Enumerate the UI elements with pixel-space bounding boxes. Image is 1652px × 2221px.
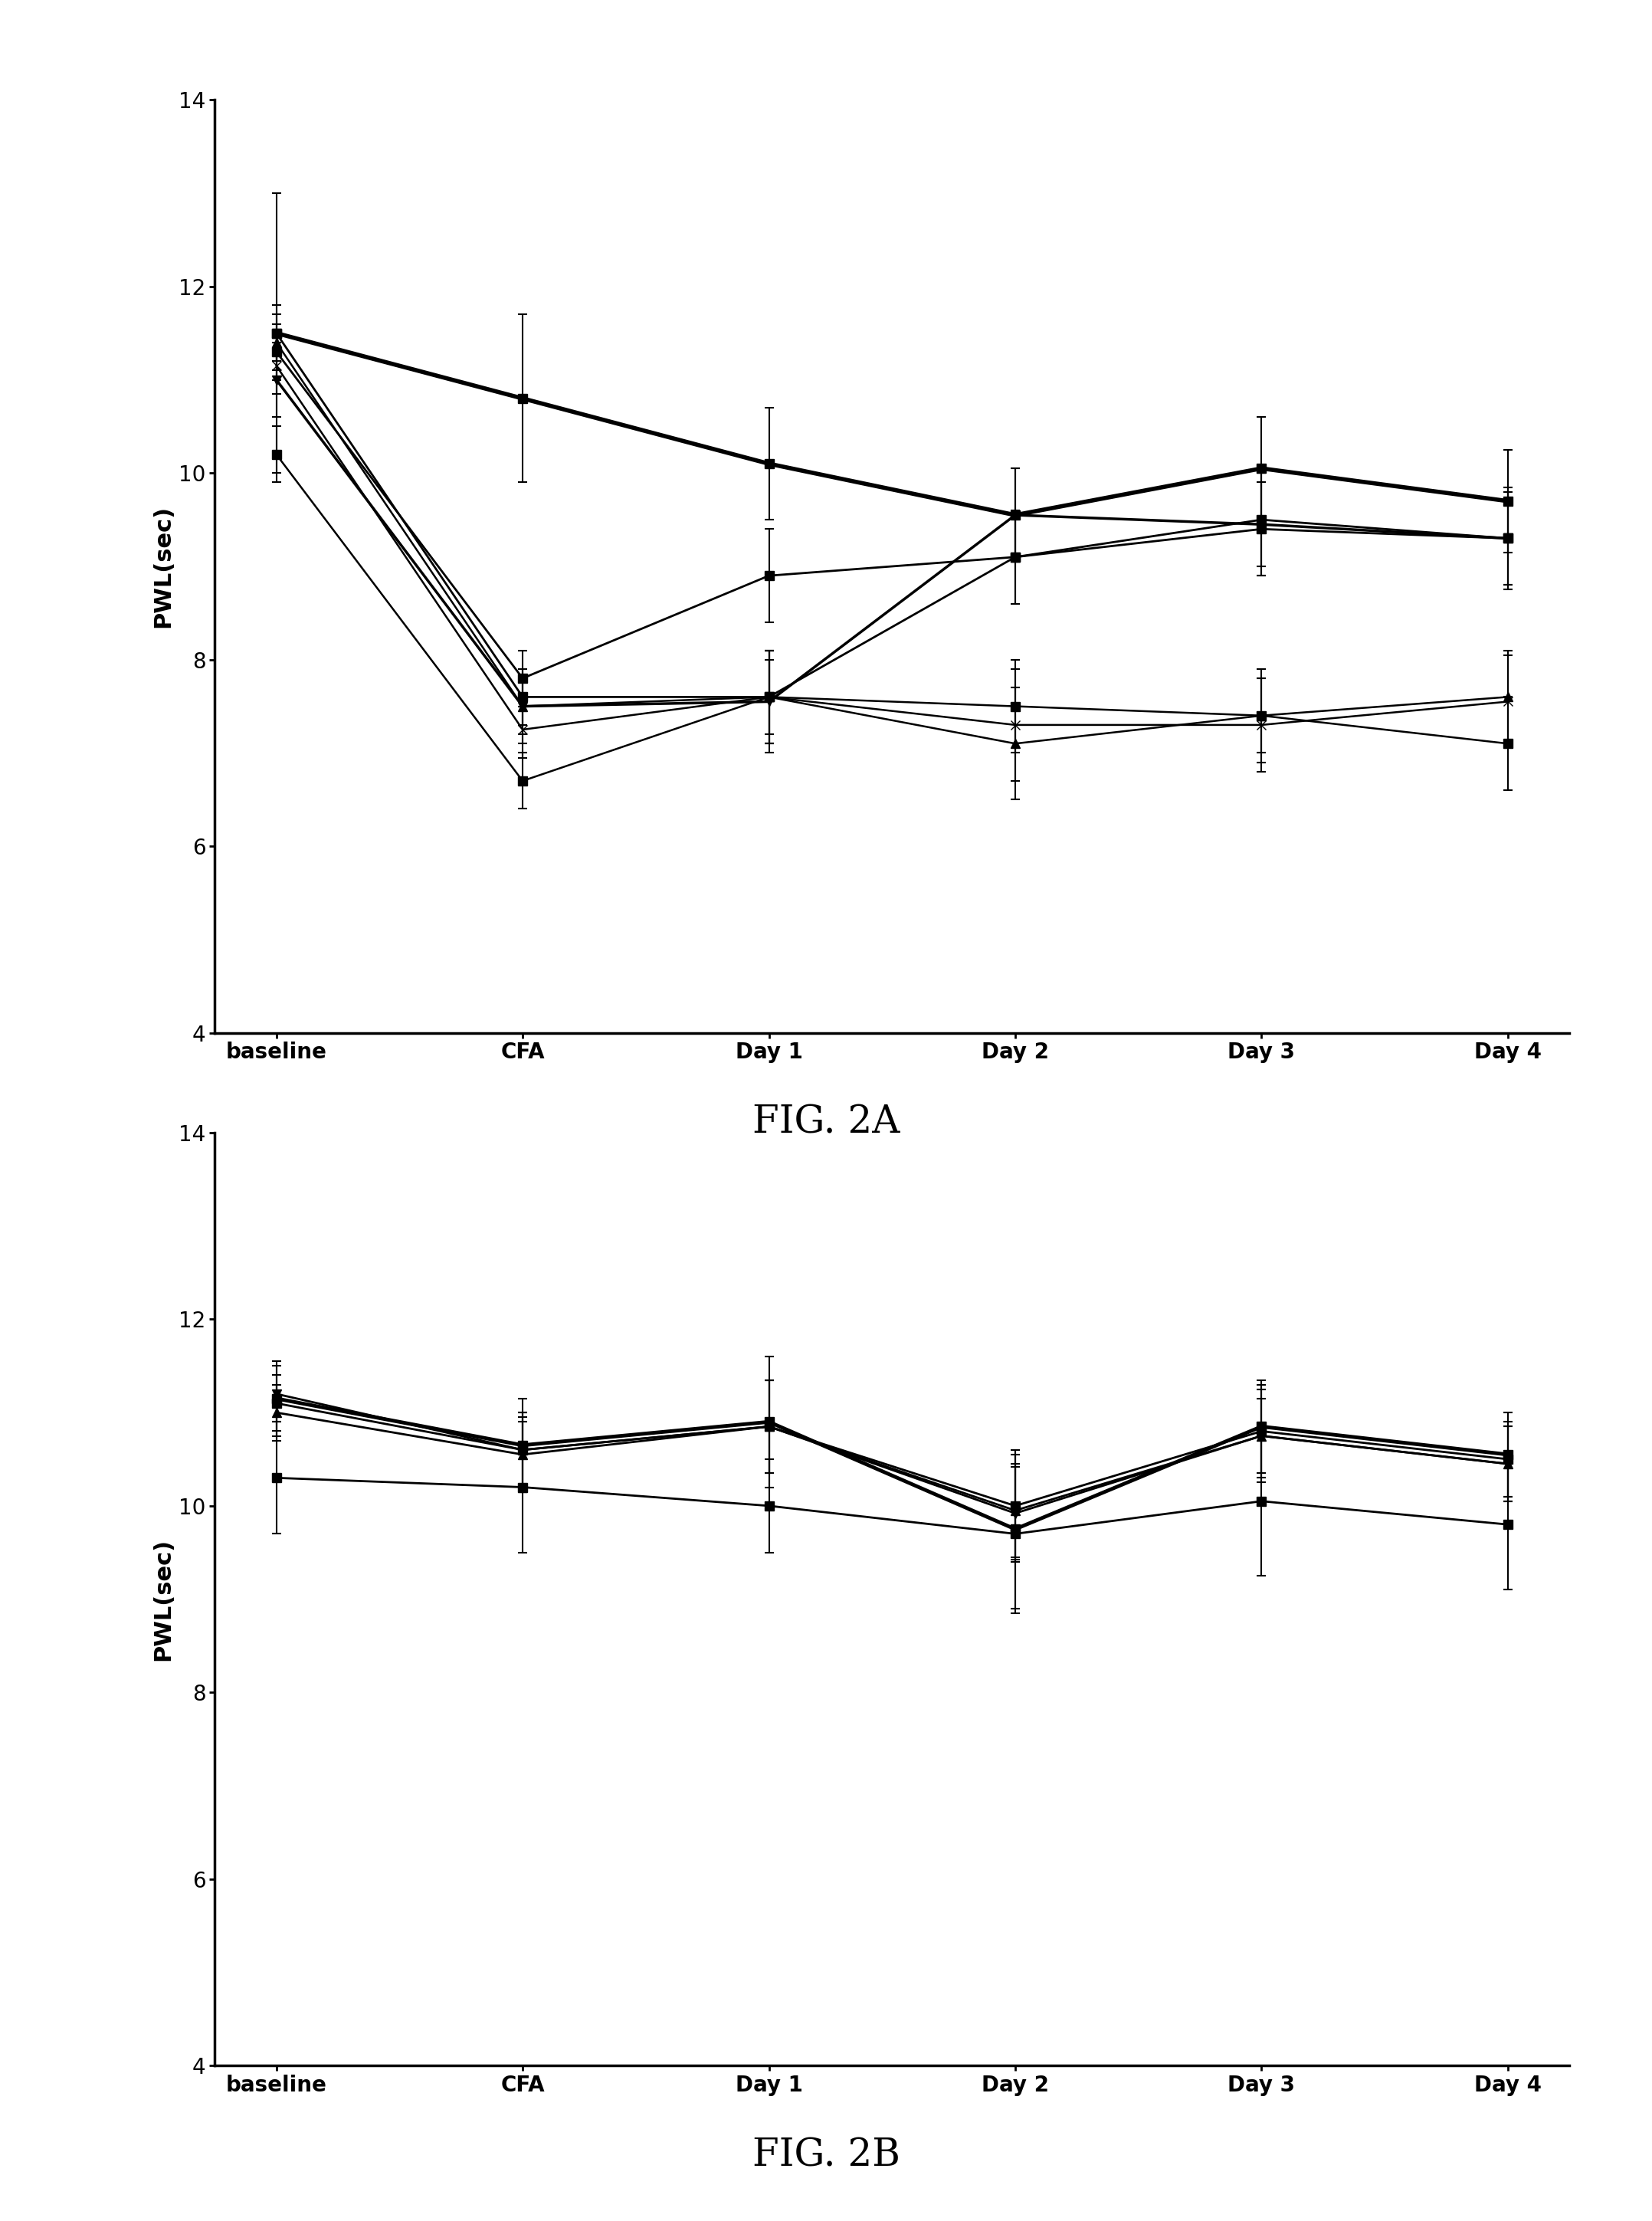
Text: FIG. 2B: FIG. 2B [752, 2137, 900, 2174]
Y-axis label: PWL(sec): PWL(sec) [152, 504, 175, 629]
Y-axis label: PWL(sec): PWL(sec) [152, 1537, 175, 1661]
Text: FIG. 2A: FIG. 2A [752, 1104, 900, 1142]
